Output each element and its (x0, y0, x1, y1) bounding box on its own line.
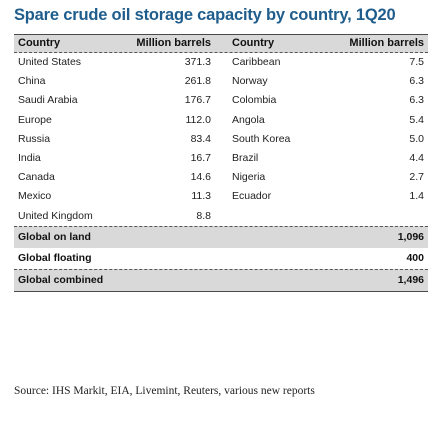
summary-row: Global combined 1,496 (14, 268, 428, 292)
row-country-right: Colombia (232, 94, 277, 107)
row-country-left: United Kingdom (18, 209, 93, 222)
row-country-right: Brazil (232, 151, 259, 164)
row-value-left: 8.8 (196, 209, 211, 222)
table-body: United States 371.3 Caribbean 7.5 China 261.8… (14, 53, 428, 226)
row-country-right: Angola (232, 113, 265, 126)
table-row: United Kingdom 8.8 (14, 207, 428, 226)
storage-table: Country Million barrels Country Million … (14, 34, 428, 292)
table-row: Mexico 11.3 Ecuador 1.4 (14, 187, 428, 206)
row-value-right: 4.4 (409, 151, 424, 164)
row-country-left: Canada (18, 171, 55, 184)
row-value-left: 112.0 (185, 113, 212, 126)
row-value-left: 83.4 (190, 132, 211, 145)
chart-title: Spare crude oil storage capacity by coun… (14, 6, 396, 24)
row-value-right: 1.4 (409, 190, 424, 203)
header-country-left: Country (18, 37, 61, 49)
row-value-left: 14.6 (190, 171, 211, 184)
row-country-right: Nigeria (232, 171, 266, 184)
row-country-left: Mexico (18, 190, 52, 203)
row-country-right: Ecuador (232, 190, 272, 203)
row-value-right: 6.3 (409, 75, 424, 88)
row-value-left: 261.8 (184, 75, 211, 88)
row-country-left: Russia (18, 132, 51, 145)
row-value-right: 7.5 (409, 56, 424, 68)
row-country-right: Caribbean (232, 56, 281, 68)
header-value-right: Million barrels (349, 37, 424, 49)
row-value-left: 371.3 (184, 56, 211, 68)
summary-row: Global on land 1,096 (14, 225, 428, 248)
summary-label: Global combined (18, 273, 104, 286)
row-value-left: 176.7 (184, 94, 211, 107)
table-row: China 261.8 Norway 6.3 (14, 72, 428, 91)
table-summary: Global on land 1,096 Global floating 400 Glo… (14, 225, 428, 292)
header-value-left: Million barrels (136, 37, 211, 49)
table-row: Europe 112.0 Angola 5.4 (14, 111, 428, 130)
table-row: United States 371.3 Caribbean 7.5 (14, 53, 428, 72)
row-country-left: Europe (18, 113, 52, 126)
summary-row: Global floating 400 (14, 248, 428, 269)
row-country-left: United States (18, 56, 82, 68)
table-row: Russia 83.4 South Korea 5.0 (14, 130, 428, 149)
row-value-left: 11.3 (191, 190, 211, 203)
summary-label: Global on land (18, 230, 91, 243)
row-country-right: South Korea (232, 132, 291, 145)
summary-value: 1,496 (397, 273, 424, 286)
table-row: India 16.7 Brazil 4.4 (14, 149, 428, 168)
table-row: Canada 14.6 Nigeria 2.7 (14, 168, 428, 187)
source-note: Source: IHS Markit, EIA, Livemint, Reute… (14, 385, 315, 397)
summary-label: Global floating (18, 251, 92, 264)
row-value-right: 6.3 (409, 94, 424, 107)
row-value-right: 5.0 (409, 132, 424, 145)
summary-value: 1,096 (397, 230, 424, 243)
row-country-right: Norway (232, 75, 268, 88)
header-country-right: Country (232, 37, 275, 49)
row-country-left: India (18, 151, 41, 164)
table-header: Country Million barrels Country Million … (14, 34, 428, 53)
row-value-right: 5.4 (409, 113, 424, 126)
row-country-left: China (18, 75, 46, 88)
summary-value: 400 (406, 251, 424, 264)
row-value-right: 2.7 (409, 171, 424, 184)
row-value-left: 16.7 (190, 151, 211, 164)
table-row: Saudi Arabia 176.7 Colombia 6.3 (14, 91, 428, 110)
row-country-left: Saudi Arabia (18, 94, 78, 107)
